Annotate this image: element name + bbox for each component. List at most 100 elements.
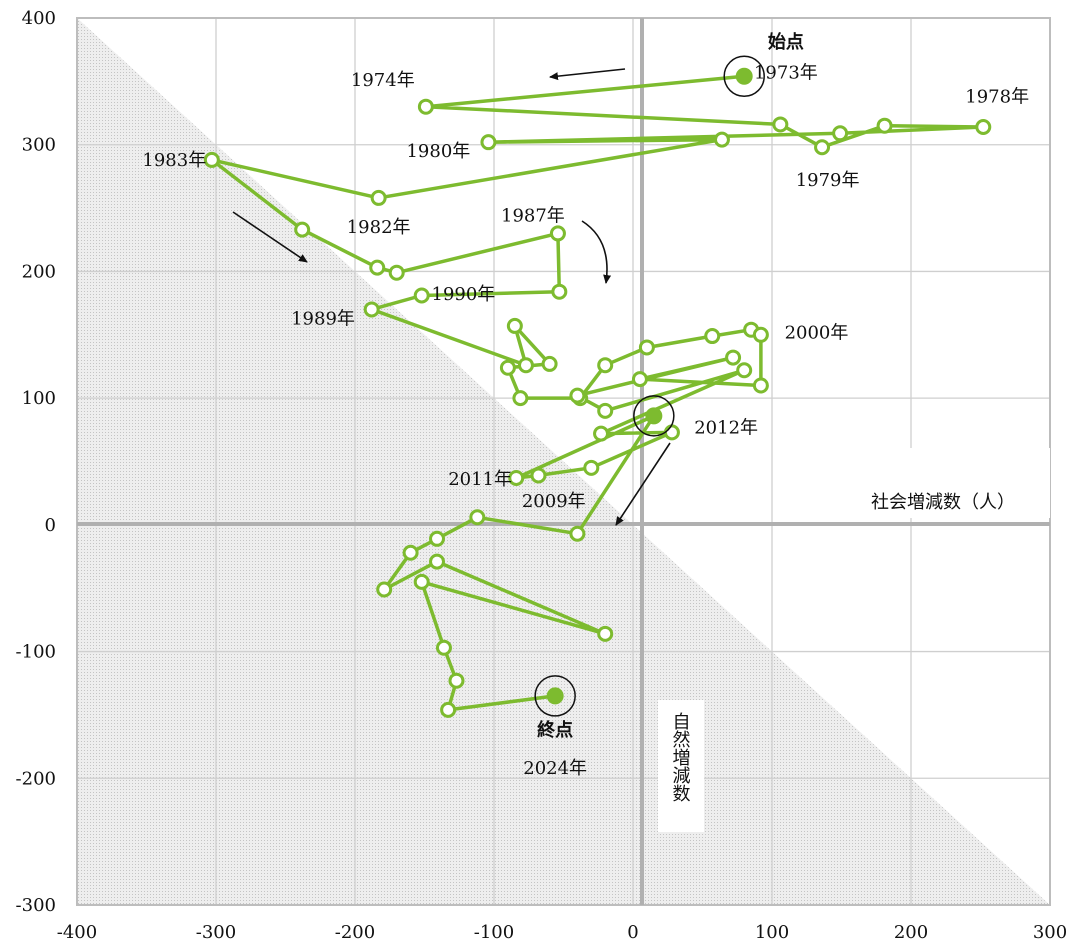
data-point-44: [402, 544, 419, 561]
x-tick-label-3: -100: [474, 922, 514, 943]
axis-label-mask-y: [658, 700, 704, 832]
data-point-13: [388, 264, 405, 281]
y-tick-labels: -300 -200 -100 0 100 200 300 400: [16, 8, 56, 916]
data-point-11: [294, 221, 311, 238]
annotation-1: 1973年: [754, 62, 818, 83]
y-tick-label-7: 400: [22, 8, 56, 29]
annotation-14: 2009年: [522, 491, 586, 512]
data-point-18: [517, 357, 534, 374]
data-point-50: [448, 672, 465, 689]
y-tick-label-6: 300: [22, 135, 56, 156]
y-tick-label-1: -200: [16, 768, 56, 789]
arrow-1987: [581, 220, 612, 284]
x-tick-label-1: -300: [196, 922, 236, 943]
data-point-49: [435, 639, 452, 656]
highlight-point-1: [645, 407, 663, 425]
x-tick-label-5: 100: [755, 922, 789, 943]
data-point-47: [597, 625, 614, 642]
annotation-2: 1974年: [351, 70, 415, 91]
x-tick-label-6: 200: [894, 922, 928, 943]
data-point-32: [569, 387, 586, 404]
data-point-46: [429, 553, 446, 570]
data-point-26: [704, 328, 721, 345]
arrow-1984: [232, 211, 308, 263]
annotation-5: 1979年: [796, 170, 860, 191]
y-tick-label-4: 100: [22, 388, 56, 409]
data-point-3: [814, 139, 831, 156]
highlight-ring-1: [633, 395, 675, 437]
highlight-point-0: [735, 67, 753, 85]
data-point-29: [752, 377, 769, 394]
annotation-12: 2012年: [694, 417, 758, 438]
highlight-markers: [534, 55, 765, 717]
data-point-43: [429, 530, 446, 547]
data-point-6: [832, 125, 849, 142]
data-point-51: [440, 701, 457, 718]
highlight-point-2: [546, 687, 564, 705]
direction-arrows: [232, 68, 671, 526]
data-point-15: [551, 283, 568, 300]
annotation-10: 1989年: [291, 308, 355, 329]
y-tick-label-3: 0: [45, 515, 56, 536]
data-point-14: [549, 225, 566, 242]
data-point-16: [413, 287, 430, 304]
y-axis-title: 自然増減数: [670, 712, 691, 802]
data-point-12: [369, 259, 386, 276]
data-point-24: [597, 357, 614, 374]
data-point-10: [203, 151, 220, 168]
data-point-17: [363, 301, 380, 318]
axis-label-mask-x: [782, 448, 1050, 518]
x-tick-label-4: 0: [627, 922, 638, 943]
y-tick-label-0: -300: [16, 895, 56, 916]
arrow-2013: [615, 442, 671, 526]
data-point-34: [736, 362, 753, 379]
data-point-4: [876, 117, 893, 134]
data-point-20: [541, 355, 558, 372]
annotations: 始点 1973年 1974年 1978年 1980年 1979年 1983年 1982年 198…: [142, 31, 1029, 779]
highlight-ring-0: [723, 55, 765, 98]
annotation-17: 2024年: [523, 758, 587, 779]
x-tick-label-0: -400: [57, 922, 97, 943]
annotation-3: 1978年: [965, 87, 1029, 108]
annotation-0: 始点: [768, 31, 804, 53]
annotation-16: 終点: [537, 719, 573, 741]
annotation-8: 1987年: [501, 206, 565, 227]
data-point-5: [975, 118, 992, 135]
data-point-21: [499, 359, 516, 376]
x-tick-label-2: -200: [335, 922, 375, 943]
annotation-4: 1980年: [406, 141, 470, 162]
annotation-15: 社会増減数（人）: [871, 492, 1015, 513]
data-point-22: [512, 390, 529, 407]
data-point-19: [506, 317, 523, 334]
x-tick-label-7: 300: [1033, 922, 1067, 943]
data-point-39: [508, 469, 525, 486]
y-tick-label-2: -100: [16, 642, 56, 663]
highlight-ring-2: [534, 675, 576, 717]
data-point-31: [725, 349, 742, 366]
data-point-30: [631, 371, 648, 388]
arrow-1974: [549, 68, 626, 81]
data-point-7: [480, 134, 497, 151]
data-point-9: [370, 189, 387, 206]
data-point-45: [376, 581, 393, 598]
annotation-13: 2011年: [448, 469, 512, 490]
annotation-9: 1990年: [432, 284, 496, 305]
annotation-7: 1982年: [347, 217, 411, 238]
data-point-36: [663, 424, 680, 441]
data-point-2: [772, 116, 789, 133]
data-point-1: [417, 98, 434, 115]
data-point-35: [593, 425, 610, 442]
y-tick-label-5: 200: [22, 261, 56, 282]
data-point-41: [569, 525, 586, 542]
data-point-48: [413, 573, 430, 590]
annotation-11: 2000年: [785, 322, 849, 343]
data-point-38: [530, 467, 547, 484]
data-point-33: [597, 402, 614, 419]
x-tick-labels: -400 -300 -200 -100 0 100 200 300: [57, 922, 1067, 943]
data-point-37: [583, 459, 600, 476]
data-point-8: [713, 131, 730, 148]
data-point-28: [752, 326, 769, 343]
data-point-25: [638, 339, 655, 356]
annotation-6: 1983年: [142, 150, 206, 171]
